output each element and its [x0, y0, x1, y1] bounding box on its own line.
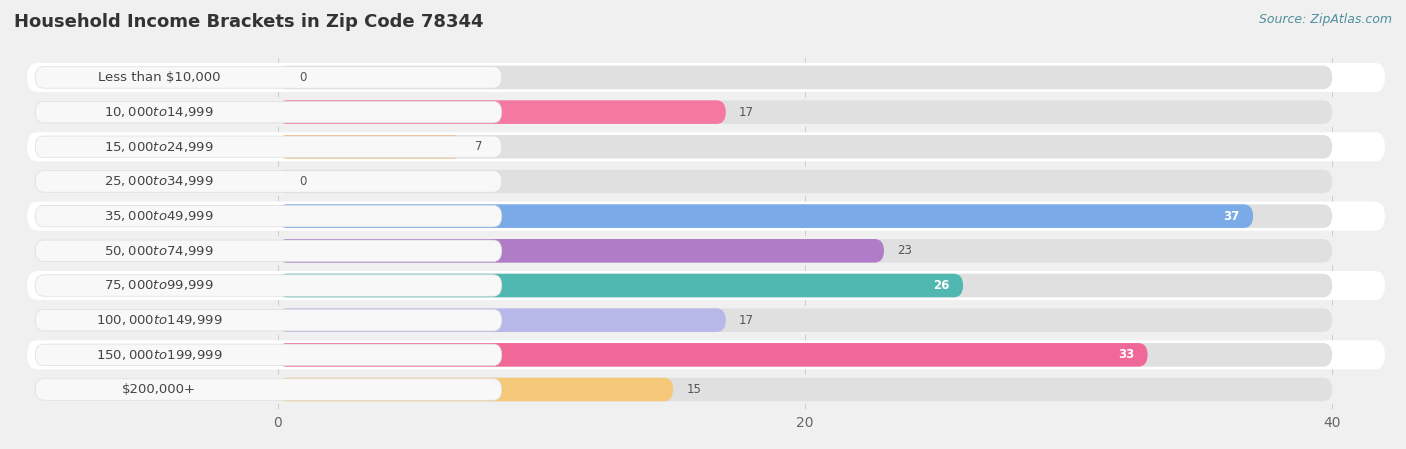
Text: $200,000+: $200,000+ — [122, 383, 195, 396]
FancyBboxPatch shape — [278, 100, 1333, 124]
FancyBboxPatch shape — [27, 97, 1385, 127]
Text: 15: 15 — [686, 383, 702, 396]
Text: 37: 37 — [1223, 210, 1240, 223]
FancyBboxPatch shape — [27, 340, 1385, 370]
FancyBboxPatch shape — [278, 100, 725, 124]
FancyBboxPatch shape — [278, 378, 1333, 401]
FancyBboxPatch shape — [278, 308, 725, 332]
FancyBboxPatch shape — [278, 239, 884, 263]
FancyBboxPatch shape — [35, 205, 502, 227]
Text: $15,000 to $24,999: $15,000 to $24,999 — [104, 140, 214, 154]
FancyBboxPatch shape — [27, 167, 1385, 196]
Text: 7: 7 — [475, 140, 482, 153]
Text: 0: 0 — [299, 175, 307, 188]
FancyBboxPatch shape — [278, 135, 1333, 158]
FancyBboxPatch shape — [278, 274, 1333, 297]
Text: 23: 23 — [897, 244, 912, 257]
FancyBboxPatch shape — [27, 63, 1385, 92]
Text: 0: 0 — [299, 71, 307, 84]
FancyBboxPatch shape — [35, 379, 502, 400]
FancyBboxPatch shape — [35, 309, 502, 331]
FancyBboxPatch shape — [278, 378, 673, 401]
FancyBboxPatch shape — [27, 271, 1385, 300]
FancyBboxPatch shape — [278, 343, 1147, 367]
FancyBboxPatch shape — [278, 308, 1333, 332]
FancyBboxPatch shape — [35, 101, 502, 123]
Text: $25,000 to $34,999: $25,000 to $34,999 — [104, 175, 214, 189]
FancyBboxPatch shape — [35, 275, 502, 296]
Text: Less than $10,000: Less than $10,000 — [98, 71, 221, 84]
FancyBboxPatch shape — [35, 344, 502, 365]
Text: $75,000 to $99,999: $75,000 to $99,999 — [104, 278, 214, 292]
FancyBboxPatch shape — [27, 236, 1385, 265]
Text: $10,000 to $14,999: $10,000 to $14,999 — [104, 105, 214, 119]
FancyBboxPatch shape — [278, 343, 1333, 367]
Text: Household Income Brackets in Zip Code 78344: Household Income Brackets in Zip Code 78… — [14, 13, 484, 31]
Text: 17: 17 — [740, 314, 754, 327]
FancyBboxPatch shape — [278, 135, 463, 158]
Text: 33: 33 — [1118, 348, 1135, 361]
FancyBboxPatch shape — [27, 306, 1385, 335]
Text: $150,000 to $199,999: $150,000 to $199,999 — [96, 348, 222, 362]
FancyBboxPatch shape — [278, 204, 1253, 228]
FancyBboxPatch shape — [35, 240, 502, 262]
FancyBboxPatch shape — [278, 66, 1333, 89]
Text: 26: 26 — [934, 279, 950, 292]
FancyBboxPatch shape — [27, 375, 1385, 404]
FancyBboxPatch shape — [278, 239, 1333, 263]
FancyBboxPatch shape — [35, 67, 502, 88]
Text: $50,000 to $74,999: $50,000 to $74,999 — [104, 244, 214, 258]
Text: $100,000 to $149,999: $100,000 to $149,999 — [96, 313, 222, 327]
FancyBboxPatch shape — [27, 132, 1385, 161]
Text: $35,000 to $49,999: $35,000 to $49,999 — [104, 209, 214, 223]
FancyBboxPatch shape — [35, 136, 502, 158]
FancyBboxPatch shape — [278, 274, 963, 297]
FancyBboxPatch shape — [278, 170, 1333, 193]
FancyBboxPatch shape — [278, 204, 1333, 228]
Text: 17: 17 — [740, 106, 754, 119]
Text: Source: ZipAtlas.com: Source: ZipAtlas.com — [1258, 13, 1392, 26]
FancyBboxPatch shape — [27, 202, 1385, 231]
FancyBboxPatch shape — [35, 171, 502, 192]
